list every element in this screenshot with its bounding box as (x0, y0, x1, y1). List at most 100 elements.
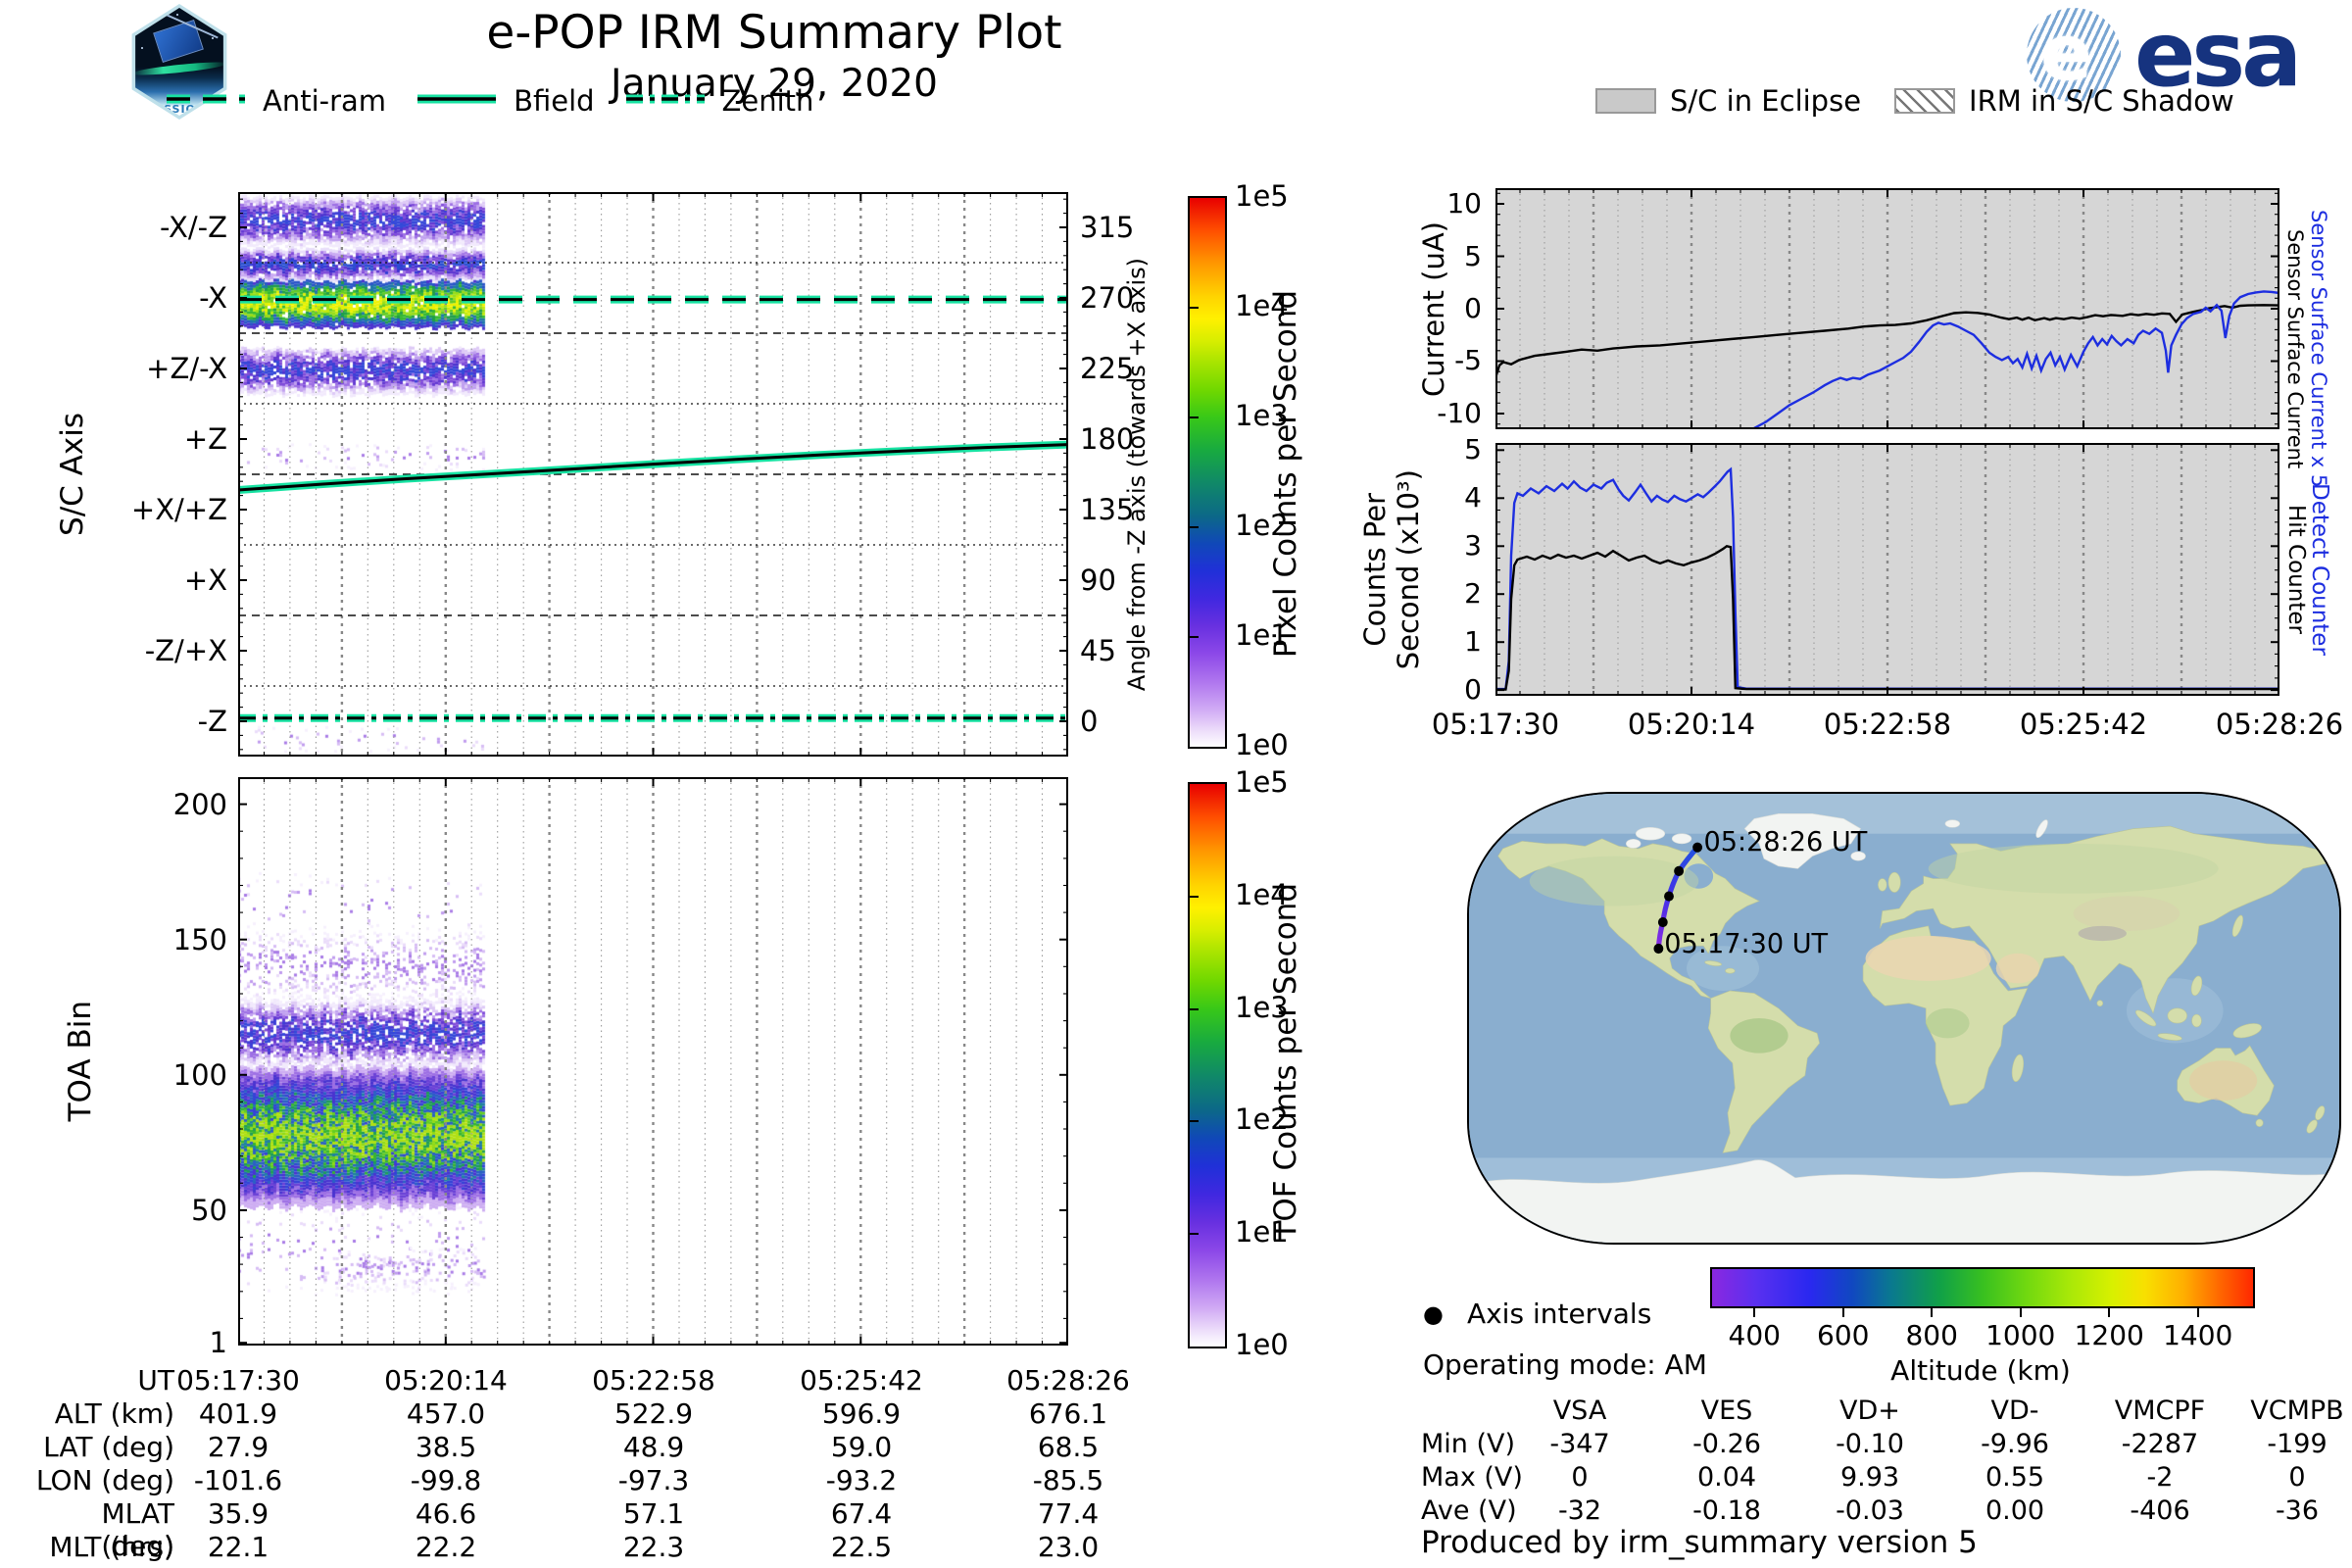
sensor-surface-current-x5-label: Sensor Surface Current x 5 (2307, 210, 2330, 488)
ephemeris-value: 48.9 (622, 1431, 685, 1463)
tof-cbar-tick: 1e0 (1235, 1328, 1289, 1361)
page-title: e-POP IRM Summary Plot (486, 6, 1062, 60)
legend-label: IRM in S/C Shadow (1969, 84, 2234, 118)
ephemeris-value: 46.6 (415, 1497, 477, 1530)
legend-item-anti-ram: Anti-ram (165, 84, 386, 118)
produced-by-label: Produced by irm_summary version 5 (1421, 1525, 1978, 1560)
pixel-cbar-tick: 1e5 (1235, 179, 1289, 213)
alt-cbar-tick: 1400 (2163, 1319, 2233, 1351)
voltage-value: 9.93 (1839, 1462, 1900, 1493)
plot-line-legend: Anti-ram Bfield Zenith (165, 84, 813, 118)
toa-bin-plot (237, 776, 1069, 1347)
toa-ytick: 150 (172, 922, 227, 956)
solid-line-icon (417, 94, 497, 104)
counts-ytick: 3 (1464, 529, 1482, 563)
tof-cbar-tick: 1e3 (1235, 990, 1289, 1024)
sc-axis-category-label: +Z (183, 422, 227, 456)
tof-cbar-tick: 1e1 (1235, 1215, 1289, 1250)
ephemeris-value: 77.4 (1037, 1497, 1100, 1530)
legend-item-zenith: Zenith (624, 84, 813, 118)
ephemeris-value: 22.2 (415, 1531, 477, 1563)
ephemeris-value: 676.1 (1028, 1397, 1108, 1430)
tof-cbar (1188, 782, 1227, 1348)
sc-axis-category-label: +Z/-X (146, 352, 227, 385)
ephemeris-value: 401.9 (198, 1397, 278, 1430)
ephemeris-value: -99.8 (410, 1464, 482, 1496)
esa-logo: e esa (2027, 2, 2302, 107)
ephemeris-value: 522.9 (613, 1397, 694, 1430)
detect-counter-label: Detect Counter (2307, 483, 2332, 656)
current-ylabel: Current (uA) (1417, 220, 1450, 397)
time-axis-tick: 05:28:26 (2215, 708, 2344, 741)
ephemeris-value: 05:20:14 (384, 1364, 508, 1396)
current-ytick: -10 (1437, 396, 1482, 429)
tof-cbar-tick: 1e2 (1235, 1102, 1289, 1137)
voltage-value: -406 (2130, 1495, 2190, 1526)
world-map: 05:17:30 UT 05:28:26 UT (1467, 792, 2341, 1245)
voltage-value: -0.03 (1836, 1495, 1904, 1526)
voltage-value: 0.04 (1696, 1462, 1757, 1493)
tof-cbar-tick: 1e4 (1235, 877, 1289, 911)
counts-plot (1494, 443, 2280, 696)
legend-label: Bfield (514, 84, 595, 118)
hit-counter-label: Hit Counter (2283, 505, 2309, 634)
current-ytick: -5 (1454, 344, 1482, 377)
ephemeris-row-label: MLAT (deg) (101, 1497, 174, 1562)
altitude-colorbar (1710, 1267, 2255, 1308)
ephemeris-value: -97.3 (617, 1464, 690, 1496)
ephemeris-value: 05:17:30 (176, 1364, 300, 1396)
alt-cbar-tick-mark (2019, 1308, 2022, 1317)
legend-item-bfield: Bfield (416, 84, 595, 118)
ephemeris-value: -93.2 (825, 1464, 898, 1496)
current-ytick: 10 (1446, 187, 1482, 220)
current-ytick: 0 (1464, 292, 1482, 324)
ephemeris-value: -85.5 (1032, 1464, 1104, 1496)
sc-axis-angle-tick: 135 (1080, 493, 1135, 526)
voltage-value: -2287 (2121, 1429, 2199, 1459)
voltage-value: -2 (2146, 1462, 2174, 1493)
sc-axis-category-label: -X (199, 281, 227, 315)
sc-axis-angle-tick: 90 (1080, 564, 1116, 597)
tof-cbar-label: TOF Counts per Second (1268, 882, 1303, 1241)
pixel-cbar-label: Pixel Counts per Second (1268, 290, 1303, 659)
esa-wordmark: esa (2134, 2, 2302, 107)
legend-label: S/C in Eclipse (1670, 84, 1862, 118)
voltage-col-header: VD+ (1839, 1396, 1900, 1426)
ephemeris-value: 27.9 (207, 1431, 270, 1463)
voltage-row-label: Max (V) (1421, 1462, 1523, 1493)
sc-axis-angle-tick: 45 (1080, 634, 1116, 667)
ephemeris-value: 596.9 (821, 1397, 902, 1430)
alt-cbar-tick: 600 (1817, 1319, 1870, 1351)
alt-cbar-tick-mark (2196, 1308, 2199, 1317)
dot-marker-icon: ● (1423, 1299, 1444, 1328)
voltage-value: 0 (2288, 1462, 2306, 1493)
counts-ytick: 4 (1464, 481, 1482, 514)
current-plot (1494, 188, 2280, 429)
filled-swatch-icon (1595, 88, 1656, 114)
ephemeris-value: 35.9 (207, 1497, 270, 1530)
voltage-col-header: VMCPF (2114, 1396, 2206, 1426)
ephemeris-value: -101.6 (193, 1464, 283, 1496)
ephemeris-value: 05:28:26 (1006, 1364, 1130, 1396)
voltage-value: -9.96 (1981, 1429, 2049, 1459)
sc-axis-angle-tick: 225 (1080, 352, 1135, 385)
pixel-cbar-tick: 1e1 (1235, 618, 1289, 652)
ephemeris-value: 57.1 (622, 1497, 685, 1530)
ephemeris-value: 22.3 (622, 1531, 685, 1563)
sc-axis-category-label: -Z/+X (144, 634, 227, 667)
toa-ylabel: TOA Bin (63, 1001, 98, 1122)
eclipse-legend: S/C in Eclipse IRM in S/C Shadow (1595, 84, 2234, 118)
voltage-value: 0.00 (1984, 1495, 2045, 1526)
ephemeris-row-label: LON (deg) (35, 1464, 174, 1496)
ephemeris-row-label: UT (137, 1364, 174, 1396)
svg-text:05:28:26 UT: 05:28:26 UT (1704, 825, 1868, 857)
sc-axis-category-label: +X (183, 564, 227, 597)
ephemeris-value: 23.0 (1037, 1531, 1100, 1563)
time-axis-tick: 05:17:30 (1431, 708, 1560, 741)
alt-cbar-tick: 800 (1905, 1319, 1958, 1351)
sc-axis-plot (237, 191, 1069, 757)
sc-axis-category-label: +X/+Z (130, 493, 227, 526)
voltage-value: -0.10 (1836, 1429, 1904, 1459)
voltage-value: -199 (2267, 1429, 2328, 1459)
voltage-row-label: Ave (V) (1421, 1495, 1517, 1526)
